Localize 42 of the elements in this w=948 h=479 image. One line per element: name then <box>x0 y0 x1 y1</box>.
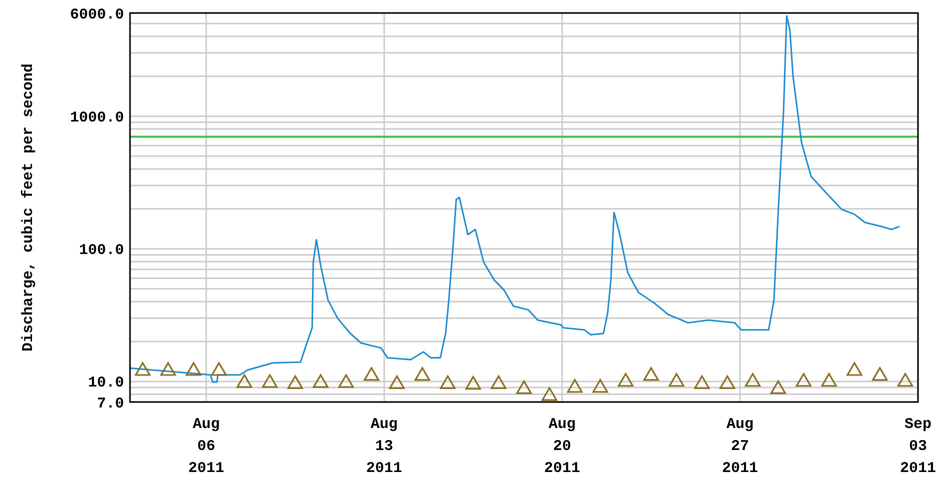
point <box>338 374 354 388</box>
y-tick-label: 6000.0 <box>70 6 124 24</box>
point <box>668 373 684 387</box>
point <box>262 374 278 388</box>
point <box>490 375 506 390</box>
point <box>846 362 862 376</box>
y-tick-label: 7.0 <box>96 395 124 412</box>
point <box>542 387 558 401</box>
point <box>796 373 812 387</box>
point <box>414 367 430 381</box>
x-tick-label: Aug 13 2011 <box>366 416 402 477</box>
point <box>236 374 252 388</box>
point <box>516 380 532 394</box>
y-axis-title: Discharge, cubic feet per second <box>20 63 37 352</box>
point <box>744 373 761 387</box>
x-tick-label: Sep 03 2011 <box>900 416 936 477</box>
point <box>160 362 176 376</box>
y-tick-label: 10.0 <box>88 374 124 392</box>
point <box>872 367 888 381</box>
point <box>567 379 583 393</box>
point <box>364 367 380 381</box>
point <box>618 373 634 387</box>
x-tick-label: Aug 20 2011 <box>544 416 580 477</box>
point <box>312 374 328 388</box>
x-tick-label: Aug 06 2011 <box>188 416 224 477</box>
point <box>643 367 659 381</box>
point <box>770 380 786 394</box>
point <box>821 373 837 387</box>
point <box>389 375 405 390</box>
point <box>897 373 914 387</box>
point <box>720 375 736 390</box>
point <box>287 375 304 390</box>
point <box>592 379 608 393</box>
point <box>134 362 151 376</box>
point <box>186 362 202 376</box>
x-tick-label: Aug 27 2011 <box>722 416 758 477</box>
y-tick-label: 100.0 <box>78 242 124 260</box>
point <box>694 375 710 390</box>
point <box>440 375 456 390</box>
y-tick-label: 1000.0 <box>70 109 124 126</box>
point <box>211 362 227 376</box>
point <box>465 376 481 390</box>
